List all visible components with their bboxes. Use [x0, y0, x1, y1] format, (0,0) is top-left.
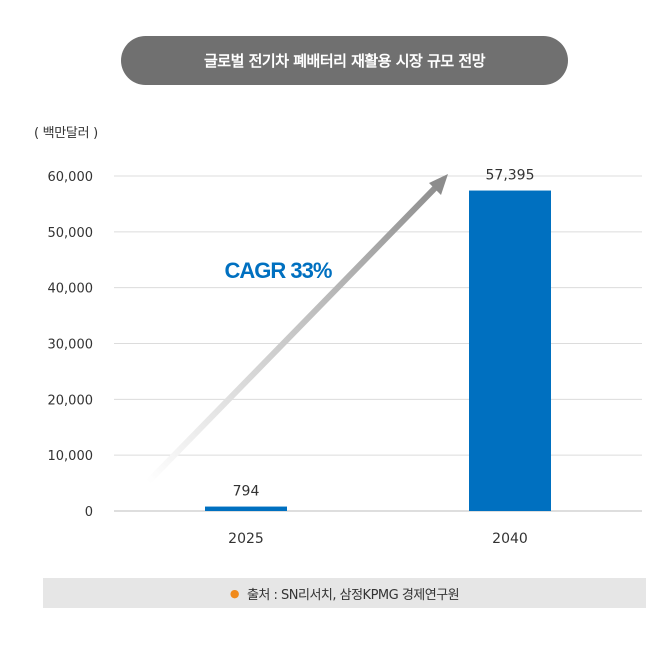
- y-tick-label: 0: [85, 505, 93, 520]
- source-note: ● 출처 : SN리서치, 삼정KPMG 경제연구원: [43, 578, 646, 608]
- bullet-icon: ●: [229, 586, 240, 600]
- chart-title: 글로벌 전기차 폐배터리 재활용 시장 규모 전망: [121, 36, 568, 85]
- y-tick-label: 50,000: [48, 226, 94, 241]
- y-axis-unit-label: ( 백만달러 ): [34, 126, 98, 141]
- data-label: 794: [233, 484, 260, 500]
- y-tick-label: 10,000: [48, 449, 94, 464]
- bar-2040: [469, 190, 551, 511]
- bar-2025: [205, 506, 287, 511]
- data-label: 57,395: [486, 168, 535, 184]
- cagr-annotation: CAGR 33%: [225, 258, 332, 283]
- y-tick-label: 60,000: [48, 170, 94, 185]
- growth-arrow: [145, 174, 448, 485]
- x-tick-label: 2025: [228, 531, 264, 547]
- y-tick-label: 40,000: [48, 282, 94, 297]
- x-tick-label: 2040: [492, 531, 528, 547]
- y-tick-label: 30,000: [48, 338, 94, 353]
- source-text: 출처 : SN리서치, 삼정KPMG 경제연구원: [246, 587, 460, 603]
- y-tick-label: 20,000: [48, 393, 94, 408]
